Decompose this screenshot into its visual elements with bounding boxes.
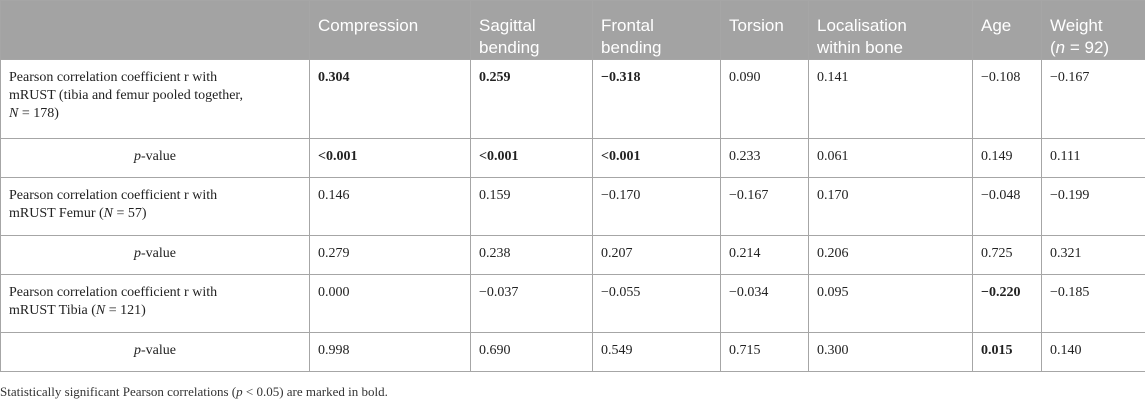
table-cell: 0.207 <box>592 235 721 275</box>
table-cell: −0.170 <box>592 177 721 236</box>
table-row: Pearson correlation coefficient r with m… <box>0 177 1145 236</box>
table-row: p-value 0.279 0.238 0.207 0.214 0.206 0.… <box>0 235 1145 275</box>
table-cell: −0.108 <box>972 59 1042 139</box>
table-cell: 0.279 <box>309 235 471 275</box>
table-header: Compression Sagittal bending Frontal bendi… <box>0 0 1145 60</box>
header-compression: Compression <box>309 0 471 60</box>
correlation-table: Compression Sagittal bending Frontal bendi… <box>0 0 1145 372</box>
table-cell: 0.321 <box>1041 235 1145 275</box>
table-cell: 0.090 <box>720 59 809 139</box>
row-label: p-value <box>0 235 310 275</box>
table-cell: −0.167 <box>1041 59 1145 139</box>
table-row: p-value 0.998 0.690 0.549 0.715 0.300 0.… <box>0 332 1145 372</box>
table-cell: −0.048 <box>972 177 1042 236</box>
table-cell: 0.214 <box>720 235 809 275</box>
table-cell: 0.061 <box>808 138 973 178</box>
table-cell: <0.001 <box>470 138 593 178</box>
table-cell: 0.690 <box>470 332 593 372</box>
table-cell: 0.095 <box>808 274 973 333</box>
table-cell: 0.233 <box>720 138 809 178</box>
table-cell: 0.170 <box>808 177 973 236</box>
table-cell: 0.015 <box>972 332 1042 372</box>
table-cell: −0.220 <box>972 274 1042 333</box>
header-torsion: Torsion <box>720 0 809 60</box>
table-cell: 0.238 <box>470 235 593 275</box>
table-cell: 0.000 <box>309 274 471 333</box>
table-row: Pearson correlation coefficient r with m… <box>0 59 1145 139</box>
table-cell: −0.167 <box>720 177 809 236</box>
table-cell: <0.001 <box>592 138 721 178</box>
table-row: p-value <0.001 <0.001 <0.001 0.233 0.061… <box>0 138 1145 178</box>
table-cell: 0.141 <box>808 59 973 139</box>
table-cell: 0.725 <box>972 235 1042 275</box>
table-cell: 0.549 <box>592 332 721 372</box>
row-label: Pearson correlation coefficient r with m… <box>0 274 310 333</box>
header-localisation: Localisation within bone <box>808 0 973 60</box>
table-cell: 0.304 <box>309 59 471 139</box>
header-sagittal-bending: Sagittal bending <box>470 0 593 60</box>
table-cell: −0.037 <box>470 274 593 333</box>
header-weight: Weight (n = 92) <box>1041 0 1145 60</box>
table-footnote: Statistically significant Pearson correl… <box>0 384 388 399</box>
row-label: p-value <box>0 332 310 372</box>
table-cell: −0.185 <box>1041 274 1145 333</box>
table-cell: −0.055 <box>592 274 721 333</box>
header-frontal-bending: Frontal bending <box>592 0 721 60</box>
table-cell: −0.199 <box>1041 177 1145 236</box>
table-cell: 0.998 <box>309 332 471 372</box>
table-row: Pearson correlation coefficient r with m… <box>0 274 1145 333</box>
row-label: p-value <box>0 138 310 178</box>
table-cell: 0.300 <box>808 332 973 372</box>
table-cell: 0.206 <box>808 235 973 275</box>
table-cell: 0.111 <box>1041 138 1145 178</box>
header-empty-cell <box>0 0 310 60</box>
table-cell: 0.259 <box>470 59 593 139</box>
table-cell: −0.034 <box>720 274 809 333</box>
table-cell: 0.140 <box>1041 332 1145 372</box>
row-label: Pearson correlation coefficient r with m… <box>0 59 310 139</box>
table-cell: 0.146 <box>309 177 471 236</box>
table-cell: <0.001 <box>309 138 471 178</box>
table-cell: −0.318 <box>592 59 721 139</box>
table-cell: 0.715 <box>720 332 809 372</box>
header-age: Age <box>972 0 1042 60</box>
table-cell: 0.159 <box>470 177 593 236</box>
table-cell: 0.149 <box>972 138 1042 178</box>
row-label: Pearson correlation coefficient r with m… <box>0 177 310 236</box>
